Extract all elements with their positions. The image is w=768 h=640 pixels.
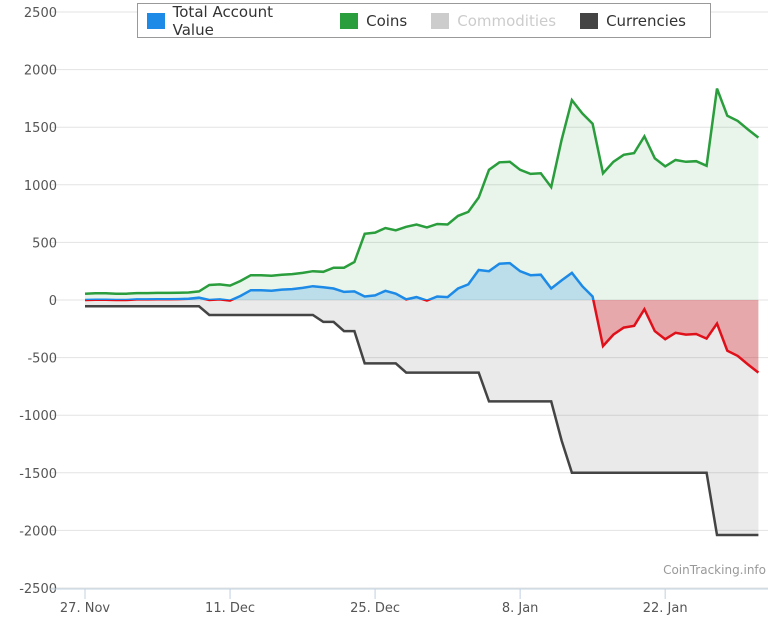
legend-swatch-coins [340,12,359,29]
y-tick-label: 2000 [24,64,57,79]
coins-area [85,88,759,300]
y-tick-label: -2000 [19,524,57,539]
legend-label-coins: Coins [366,11,408,30]
y-tick-label: 0 [49,294,57,309]
y-tick-label: 500 [32,236,57,251]
y-tick-label: 1500 [24,121,57,136]
credit-link[interactable]: CoinTracking.info [663,563,766,577]
legend-item-total[interactable]: Total Account Value [147,3,316,39]
y-tick-label: -500 [27,352,57,367]
total-line-positive [84,261,595,300]
y-tick-label: -2500 [19,582,57,597]
x-tick-label: 11. Dec [205,601,255,616]
coins-line [84,88,760,295]
legend: Total Account Value Coins Commodities Cu… [137,3,711,39]
legend-swatch-currencies [580,12,599,29]
currencies-area [85,300,759,535]
legend-swatch-commodities [431,12,450,29]
total-line-negative [85,300,760,374]
legend-item-coins[interactable]: Coins [340,12,407,30]
y-tick-label: 2500 [24,6,57,21]
y-tick-label: -1000 [19,409,57,424]
y-tick-label: -1500 [19,467,57,482]
legend-label-total: Total Account Value [172,2,274,39]
legend-swatch-total [147,12,165,29]
x-tick-label: 22. Jan [643,601,688,616]
legend-item-currencies[interactable]: Currencies [580,12,686,30]
x-tick-label: 8. Jan [502,601,539,616]
legend-item-commodities[interactable]: Commodities [431,12,556,30]
x-tick-label: 25. Dec [350,601,400,616]
y-tick-label: 1000 [24,179,57,194]
total-area-negative [85,300,759,373]
legend-label-currencies: Currencies [606,11,686,30]
legend-label-commodities: Commodities [457,11,557,30]
currencies-line [85,305,759,537]
x-tick-label: 27. Nov [60,601,110,616]
